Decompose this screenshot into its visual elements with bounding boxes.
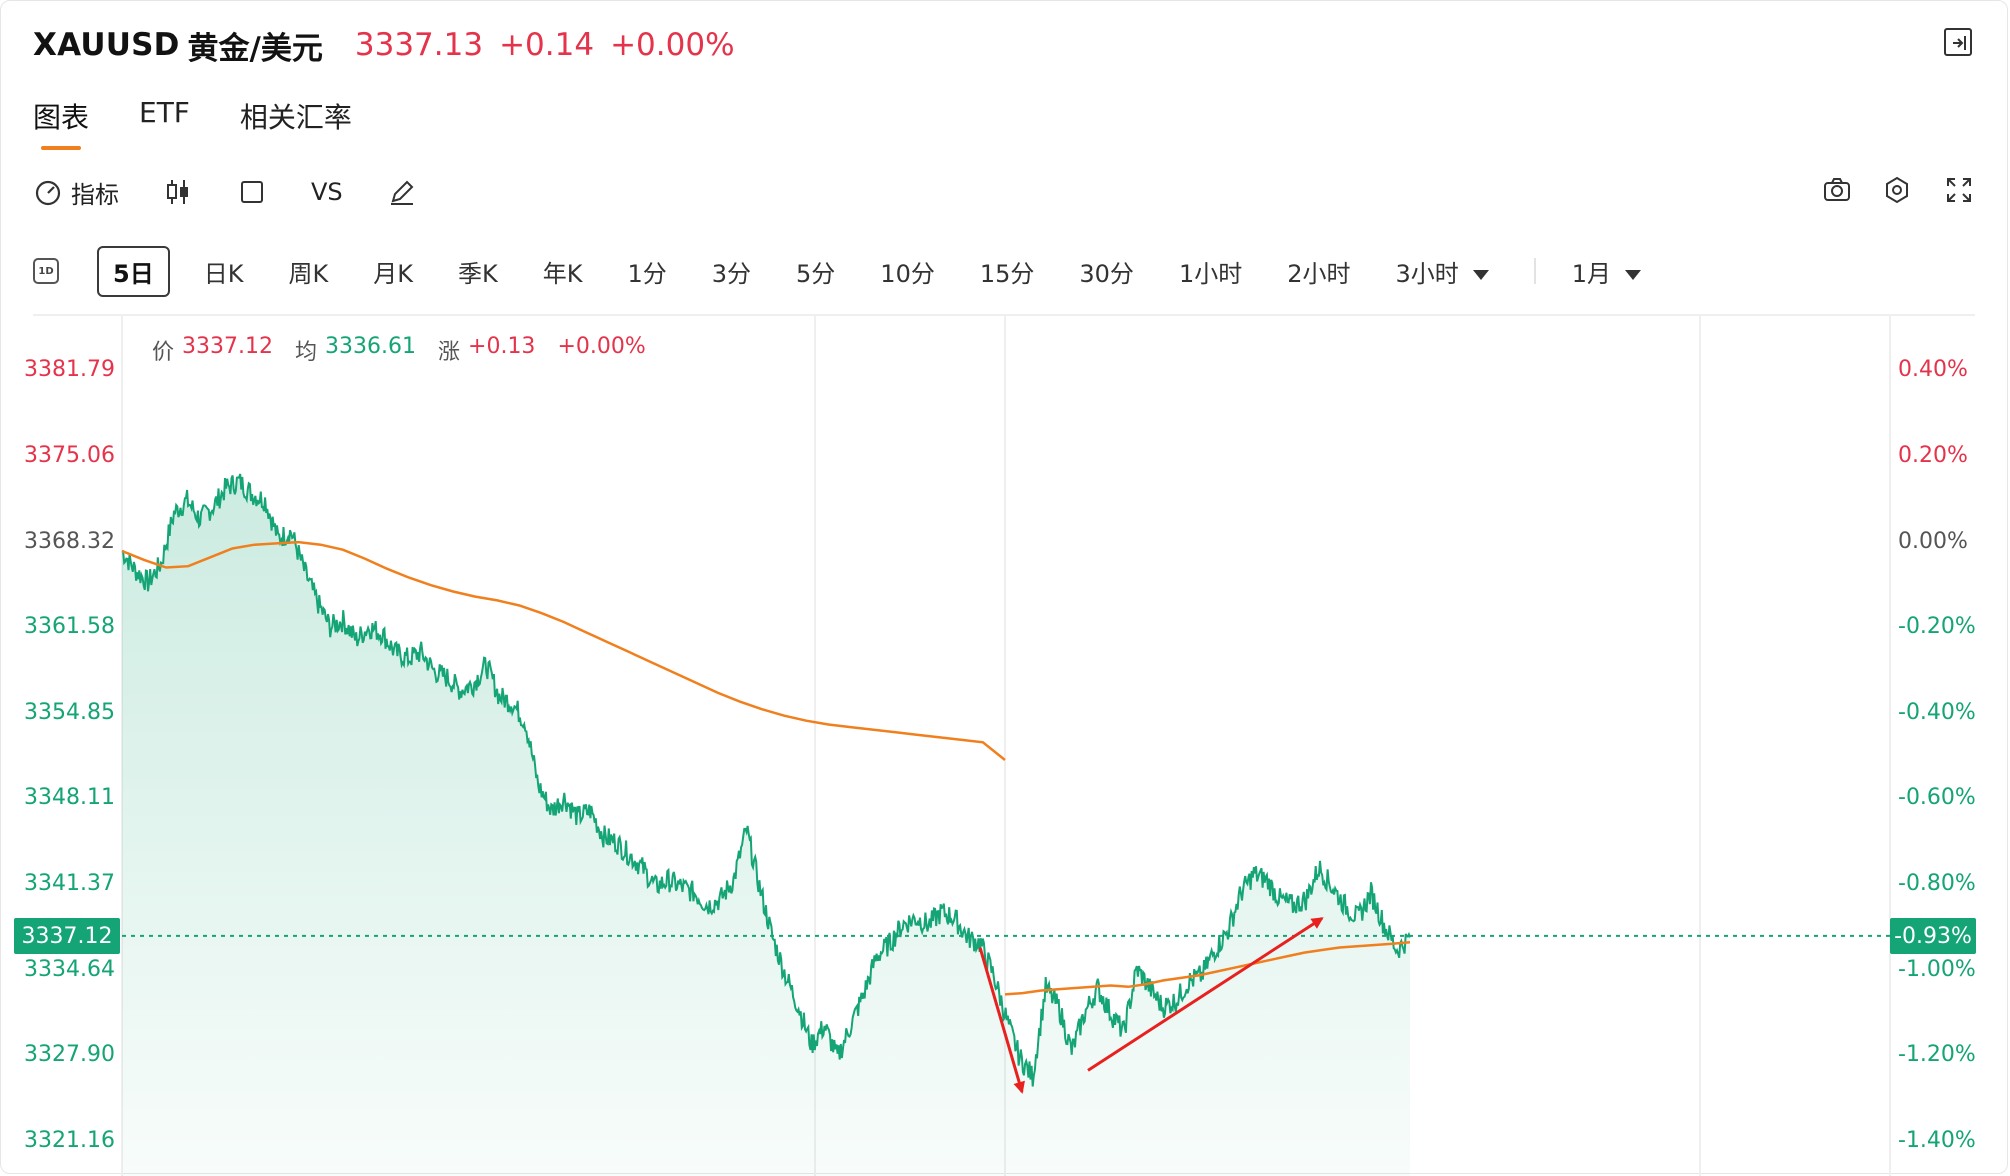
y-right-tick: -1.00%: [1898, 957, 1976, 982]
period-10min[interactable]: 10分: [880, 259, 935, 288]
fullscreen-icon: [1947, 178, 1971, 202]
period-month-k[interactable]: 月K: [373, 259, 413, 288]
day-mode-icon[interactable]: 1D: [33, 258, 59, 284]
range-dropdown-label: 1月: [1571, 259, 1612, 288]
period-quarter-k[interactable]: 季K: [457, 259, 498, 288]
y-left-tick: 3361.58: [24, 614, 115, 639]
y-left-tick: 3341.37: [24, 871, 115, 896]
y-left-tick: 3381.79: [24, 357, 115, 382]
tab-etf[interactable]: ETF: [139, 96, 190, 129]
y-left-tick: 3375.06: [24, 443, 115, 468]
collapse-panel-icon[interactable]: [1944, 28, 1972, 56]
y-right-tick: -1.40%: [1898, 1128, 1976, 1153]
price-area-fill: [122, 474, 1410, 1176]
camera-icon: [1824, 178, 1850, 201]
y-right-tick: -0.60%: [1898, 785, 1976, 810]
pen-icon: [390, 180, 414, 205]
indicator-label: 指标: [71, 180, 119, 209]
info-price-label: 价: [152, 340, 175, 365]
crosshair-info: 价 3337.12 均 3336.61 涨 +0.13 +0.00%: [152, 334, 668, 366]
square-icon: [241, 181, 263, 203]
y-right-tick: 0.00%: [1898, 529, 1968, 554]
period-1min[interactable]: 1分: [627, 259, 667, 288]
annotation-arrow: [1087, 917, 1324, 1072]
section-tabs: 图表 ETF 相关汇率: [33, 96, 402, 150]
price-change: +0.14: [499, 27, 595, 63]
y-right-tick: -0.40%: [1898, 700, 1976, 725]
candlestick-icon: [167, 180, 188, 204]
avg-line-session-1: [121, 540, 1006, 761]
price-change-percent: +0.00%: [610, 27, 735, 63]
y-right-tick: -1.20%: [1898, 1042, 1976, 1067]
quote-header: XAUUSD 黄金/美元 3337.13 +0.14 +0.00%: [33, 20, 735, 70]
price-chart[interactable]: [0, 316, 2010, 1176]
period-day-k[interactable]: 日K: [203, 259, 244, 288]
hour-dropdown-label: 3小时: [1395, 259, 1459, 288]
current-price-tag: 3337.12: [14, 918, 120, 954]
info-avg-label: 均: [295, 340, 318, 365]
fullscreen-button[interactable]: [1942, 172, 1976, 208]
symbol-name: 黄金/美元: [187, 30, 323, 67]
period-15min[interactable]: 15分: [979, 259, 1035, 288]
period-week-k[interactable]: 周K: [288, 259, 329, 288]
toolbar-divider: [33, 314, 1975, 316]
y-right-tick: -0.80%: [1898, 871, 1976, 896]
y-left-tick: 3334.64: [24, 957, 115, 982]
settings-icon: [1886, 176, 1908, 204]
info-change-value: +0.13: [468, 334, 536, 359]
symbol-code: XAUUSD: [33, 27, 180, 63]
compare-button[interactable]: VS: [311, 178, 343, 206]
chart-type-button[interactable]: [163, 177, 193, 207]
period-5d[interactable]: 5日: [97, 245, 170, 297]
draw-button[interactable]: [387, 177, 417, 207]
info-change-pct: +0.00%: [557, 334, 646, 359]
caret-down-icon: [1472, 269, 1489, 280]
current-pct-tag: -0.93%: [1890, 918, 1976, 954]
info-price-value: 3337.12: [182, 334, 273, 359]
tab-related-fx[interactable]: 相关汇率: [239, 101, 352, 134]
tab-chart[interactable]: 图表: [33, 96, 89, 150]
period-selector: 1D 5日 日K 周K 月K 季K 年K 1分 3分 5分 10分 15分 30…: [33, 245, 1686, 297]
info-avg-value: 3336.61: [325, 334, 416, 359]
period-year-k[interactable]: 年K: [542, 259, 583, 288]
compare-label: VS: [311, 178, 343, 206]
avg-line-session-2: [1004, 941, 1411, 996]
y-right-tick: 0.40%: [1898, 357, 1968, 382]
period-3min[interactable]: 3分: [711, 259, 752, 288]
indicator-button[interactable]: 指标: [33, 175, 119, 210]
draw-rect-button[interactable]: [237, 177, 267, 207]
y-left-tick: 3321.16: [24, 1128, 115, 1153]
caret-down-icon: [1625, 269, 1642, 280]
y-right-tick: -0.20%: [1898, 614, 1976, 639]
price-chart-svg[interactable]: [0, 316, 2010, 1176]
period-5min[interactable]: 5分: [796, 259, 836, 288]
settings-button[interactable]: [1880, 172, 1914, 208]
y-left-tick: 3327.90: [24, 1042, 115, 1067]
screenshot-button[interactable]: [1820, 172, 1854, 208]
period-range-dropdown[interactable]: 1月: [1571, 254, 1642, 289]
chart-toolbar: 指标 VS: [33, 172, 461, 212]
y-left-tick: 3368.32: [24, 529, 115, 554]
annotation-arrow: [978, 947, 1025, 1094]
last-price: 3337.13: [354, 27, 484, 63]
period-2hour[interactable]: 2小时: [1287, 259, 1351, 288]
y-left-tick: 3348.11: [24, 785, 115, 810]
info-change-label: 涨: [438, 340, 461, 365]
period-30min[interactable]: 30分: [1079, 259, 1134, 288]
y-right-tick: 0.20%: [1898, 443, 1968, 468]
gauge-icon: [35, 180, 61, 206]
period-1hour[interactable]: 1小时: [1178, 259, 1243, 288]
y-left-tick: 3354.85: [24, 700, 115, 725]
period-separator: [1533, 258, 1536, 284]
period-hour-dropdown[interactable]: 3小时: [1396, 254, 1489, 289]
